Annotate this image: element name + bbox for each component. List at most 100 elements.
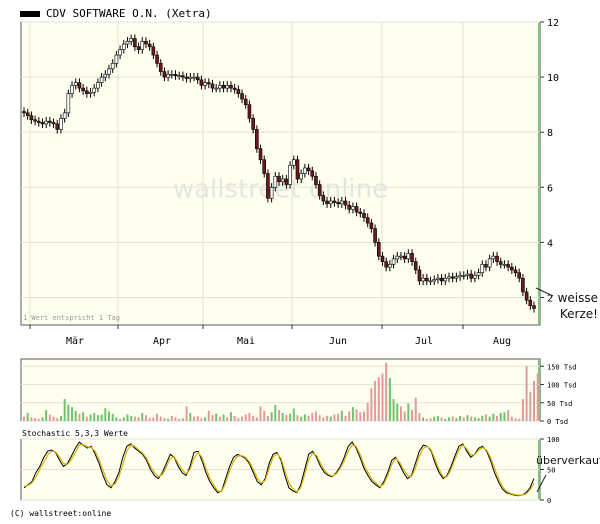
- volume-bar: [444, 418, 447, 421]
- candle-body: [439, 277, 444, 282]
- volume-bar: [185, 406, 188, 421]
- volume-accent-bar: [538, 360, 540, 420]
- volume-bar: [26, 412, 29, 421]
- volume-bar: [211, 415, 214, 421]
- volume-bar: [111, 413, 114, 421]
- candle-body: [110, 63, 115, 70]
- volume-bar: [241, 416, 244, 421]
- candle-body: [173, 74, 178, 77]
- candle-body: [461, 275, 466, 277]
- candle-body: [269, 186, 274, 199]
- candle-body: [151, 46, 156, 56]
- stochastic-series-line: [23, 443, 535, 496]
- candle-body: [99, 76, 104, 83]
- volume-bar: [82, 412, 85, 421]
- volume-bar: [388, 377, 391, 421]
- candle-body: [210, 83, 215, 89]
- volume-bar: [89, 414, 92, 421]
- month-label: Apr: [153, 336, 171, 347]
- candle-body: [70, 85, 74, 94]
- candle-body: [85, 90, 89, 94]
- volume-bar: [518, 418, 521, 421]
- volume-bar: [503, 412, 506, 421]
- volume-bar: [370, 388, 373, 421]
- volume-bar: [270, 412, 273, 421]
- volume-bar: [403, 411, 406, 421]
- volume-bar: [67, 404, 70, 421]
- volume-bar: [470, 416, 473, 421]
- candle-body: [232, 87, 237, 90]
- candle-annotation-pointer: [535, 287, 554, 297]
- footnote-text: 1 Wert entspricht 1 Tag: [23, 314, 120, 322]
- volume-bar: [178, 418, 181, 421]
- month-label: Mai: [237, 336, 255, 347]
- price-accent-bar: [538, 23, 540, 324]
- candle-body: [450, 276, 455, 279]
- candle-body: [517, 272, 522, 279]
- candle-body: [458, 275, 462, 278]
- candle-body: [214, 87, 218, 90]
- volume-bar: [473, 417, 476, 421]
- candle-body: [229, 85, 233, 89]
- candle-body: [484, 264, 488, 268]
- volume-bar: [525, 366, 528, 421]
- volume-bar: [374, 380, 377, 421]
- volume-bar: [355, 409, 358, 421]
- volume-bar: [30, 417, 33, 421]
- volume-bar: [222, 414, 225, 421]
- candle-body: [425, 277, 429, 282]
- candle-body: [380, 255, 385, 262]
- volume-bar: [488, 416, 491, 421]
- stochastic-tick-label: 100: [547, 436, 560, 444]
- candle-body: [155, 54, 159, 64]
- candle-body: [188, 76, 193, 79]
- stochastic-tick-label: 0: [547, 497, 551, 505]
- volume-bar: [263, 410, 266, 421]
- volume-bar: [96, 415, 99, 421]
- candle-body: [118, 49, 122, 56]
- candle-body: [277, 175, 281, 183]
- candle-body: [121, 43, 126, 50]
- volume-bar: [104, 408, 107, 421]
- volume-bar: [385, 362, 388, 421]
- volume-bar: [322, 417, 325, 421]
- candle-body: [184, 76, 189, 79]
- candle-body: [332, 200, 337, 203]
- volume-bar: [37, 418, 40, 421]
- candle-body: [81, 87, 85, 92]
- candle-body: [192, 76, 196, 79]
- candle-body: [528, 299, 533, 307]
- volume-bar: [499, 412, 502, 421]
- candle-body: [158, 63, 163, 72]
- volume-bar: [366, 402, 369, 421]
- volume-bar: [314, 411, 317, 421]
- volume-bar: [396, 403, 399, 421]
- candle-body: [336, 202, 340, 205]
- candle-body: [33, 119, 37, 122]
- candle-body: [51, 122, 56, 125]
- volume-tick-label: 150 Tsd: [547, 363, 577, 371]
- candle-body: [521, 277, 525, 293]
- candle-body: [513, 269, 518, 273]
- volume-bar: [100, 414, 103, 421]
- candle-body: [417, 269, 422, 282]
- volume-bar: [455, 418, 458, 421]
- volume-bar: [244, 414, 247, 421]
- volume-bar: [63, 399, 66, 421]
- volume-bar: [392, 399, 395, 421]
- candle-body: [384, 261, 388, 268]
- volume-bar: [52, 416, 55, 421]
- legend-swatch: [20, 10, 40, 17]
- volume-panel: [20, 358, 541, 422]
- volume-bar: [300, 416, 303, 421]
- volume-bar: [529, 391, 532, 421]
- candle-body: [88, 91, 93, 94]
- candle-body: [413, 261, 418, 271]
- price-tick-label: 12: [547, 18, 559, 29]
- volume-bar: [122, 417, 125, 421]
- volume-bar: [278, 410, 280, 421]
- candle-body: [376, 242, 381, 257]
- candle-body: [73, 82, 78, 86]
- volume-bar: [229, 412, 232, 421]
